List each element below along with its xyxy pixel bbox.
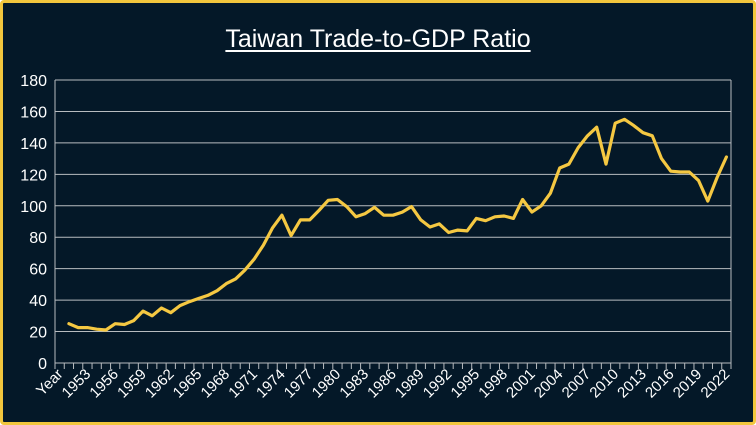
y-tick-label: 180	[20, 73, 47, 90]
x-tick-label: 2022	[698, 366, 734, 402]
line-chart: 020406080100120140160180Year195319561959…	[20, 73, 734, 402]
x-tick-label: 2001	[503, 366, 539, 402]
x-tick-label: 2013	[614, 366, 650, 402]
x-tick-label: 1956	[86, 366, 122, 402]
x-tick-label: 1962	[142, 366, 178, 402]
x-tick-label: 1974	[253, 366, 289, 402]
x-tick-label: 1989	[392, 366, 428, 402]
y-tick-label: 140	[20, 136, 47, 153]
x-tick-label: 2016	[642, 366, 678, 402]
y-tick-label: 100	[20, 199, 47, 216]
y-tick-label: 120	[20, 167, 47, 184]
x-tick-label: 1980	[309, 366, 345, 402]
x-tick-label: 1983	[336, 366, 372, 402]
x-tick-label: 1953	[59, 366, 95, 402]
chart-title: Taiwan Trade-to-GDP Ratio	[225, 25, 531, 53]
x-tick-label: 1965	[170, 366, 206, 402]
y-tick-label: 160	[20, 104, 47, 121]
y-tick-label: 60	[29, 262, 47, 279]
x-tick-label: 1995	[448, 366, 484, 402]
x-tick-label: 2007	[559, 366, 595, 402]
x-tick-label: 2010	[586, 366, 622, 402]
x-tick-label: 1998	[475, 366, 511, 402]
x-tick-label: 2004	[531, 366, 567, 402]
y-tick-label: 40	[29, 293, 47, 310]
series-line	[67, 117, 728, 332]
y-tick-label: 20	[29, 325, 47, 342]
x-tick-label: 2019	[670, 366, 706, 402]
y-tick-label: 80	[29, 230, 47, 247]
x-tick-label: 1977	[281, 366, 317, 402]
x-tick-label: 1959	[114, 366, 150, 402]
x-tick-label: 1992	[420, 366, 456, 402]
x-tick-label: 1971	[225, 366, 261, 402]
x-tick-label: 1968	[198, 366, 234, 402]
x-tick-label: 1986	[364, 366, 400, 402]
y-tick-label: 0	[38, 356, 47, 373]
